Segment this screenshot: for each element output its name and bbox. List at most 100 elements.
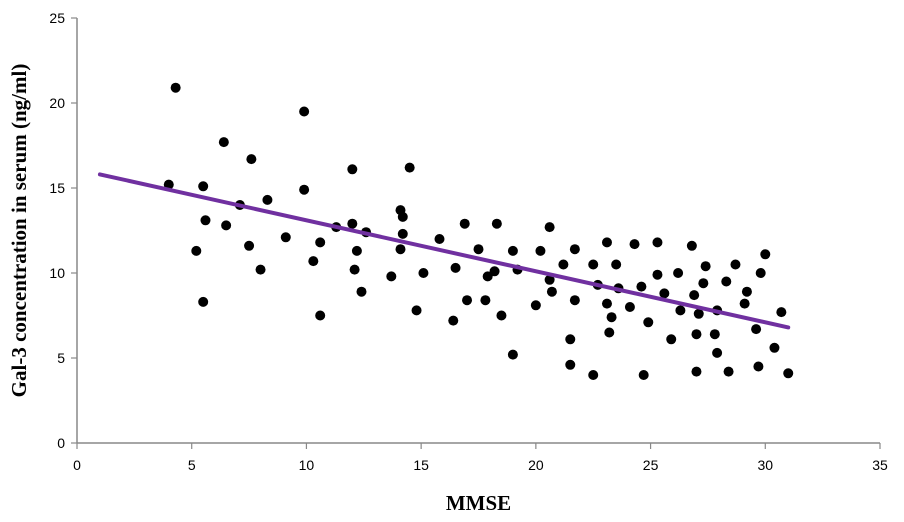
data-point <box>675 305 686 316</box>
data-point <box>776 307 787 318</box>
data-point <box>604 327 615 338</box>
data-point <box>730 259 741 270</box>
data-point <box>636 281 647 292</box>
data-point <box>588 259 599 270</box>
y-tick-label: 10 <box>49 265 65 281</box>
data-point <box>198 181 209 192</box>
data-point <box>753 361 764 372</box>
data-point <box>308 256 319 267</box>
data-point <box>482 271 493 282</box>
data-point <box>246 154 257 165</box>
data-point <box>686 240 697 251</box>
data-point <box>544 274 555 285</box>
data-point <box>198 296 209 307</box>
data-point <box>397 228 408 239</box>
data-point <box>459 218 470 229</box>
data-point <box>741 286 752 297</box>
trend-line <box>97 172 791 330</box>
x-tick-label: 20 <box>528 457 544 473</box>
data-point <box>299 106 310 117</box>
data-point <box>712 347 723 358</box>
data-point <box>170 82 181 93</box>
y-axis-label: Gal-3 concentration in serum (ng/ml) <box>7 64 31 398</box>
data-point <box>507 245 518 256</box>
data-point <box>535 245 546 256</box>
data-point <box>569 295 580 306</box>
data-point <box>397 211 408 222</box>
data-point <box>262 194 273 205</box>
data-point <box>386 271 397 282</box>
y-axis-ticks: 0 5 10 15 20 25 <box>49 10 77 451</box>
data-point <box>507 349 518 360</box>
data-point <box>723 366 734 377</box>
data-point <box>347 164 358 175</box>
data-point <box>666 334 677 345</box>
data-point <box>349 264 360 275</box>
data-point <box>606 312 617 323</box>
data-point <box>689 290 700 301</box>
data-point <box>611 259 622 270</box>
data-point <box>601 237 612 248</box>
data-point <box>643 317 654 328</box>
data-point <box>698 278 709 289</box>
data-point <box>588 370 599 380</box>
y-tick-label: 25 <box>49 10 65 26</box>
data-point <box>473 244 484 255</box>
data-point <box>347 218 358 229</box>
data-point <box>489 266 500 277</box>
data-point <box>395 244 406 255</box>
data-point <box>496 310 507 321</box>
data-point <box>491 218 502 229</box>
data-point <box>659 288 670 299</box>
data-point <box>462 295 473 306</box>
data-point <box>783 368 794 379</box>
y-tick-label: 15 <box>49 180 65 196</box>
data-point <box>693 308 704 319</box>
data-point <box>769 342 780 353</box>
data-point <box>418 268 429 278</box>
x-tick-label: 10 <box>299 457 315 473</box>
data-point <box>191 245 202 256</box>
data-point <box>751 324 762 335</box>
data-point <box>760 249 771 260</box>
data-point <box>565 334 576 345</box>
data-point <box>448 315 459 326</box>
y-tick-label: 0 <box>57 435 65 451</box>
data-point <box>673 268 684 278</box>
data-point <box>721 276 732 287</box>
data-point <box>544 222 555 233</box>
data-point <box>755 268 766 278</box>
data-point <box>546 286 557 297</box>
data-point <box>280 232 291 243</box>
data-point <box>652 237 663 248</box>
data-point <box>450 262 461 273</box>
data-point <box>404 162 415 173</box>
x-tick-label: 5 <box>188 457 196 473</box>
x-tick-label: 35 <box>872 457 888 473</box>
y-tick-label: 20 <box>49 95 65 111</box>
data-points <box>163 82 794 380</box>
data-point <box>624 302 635 312</box>
data-point <box>480 295 491 306</box>
x-tick-label: 15 <box>413 457 429 473</box>
data-point <box>652 269 663 280</box>
data-point <box>709 329 720 340</box>
data-point <box>351 245 362 256</box>
x-tick-label: 0 <box>73 457 81 473</box>
data-point <box>629 239 640 250</box>
data-point <box>569 244 580 255</box>
data-point <box>638 370 649 380</box>
data-point <box>221 220 232 231</box>
y-tick-label: 5 <box>57 350 65 366</box>
data-point <box>601 298 612 309</box>
data-point <box>700 261 711 272</box>
data-point <box>691 366 702 377</box>
x-axis-label: MMSE <box>446 491 511 515</box>
data-point <box>244 240 255 251</box>
data-point <box>411 305 422 316</box>
data-point <box>565 359 576 370</box>
axes: 0 5 10 15 20 25 30 35 0 5 10 15 20 25 <box>49 10 888 473</box>
data-point <box>530 300 541 311</box>
data-point <box>356 286 367 297</box>
